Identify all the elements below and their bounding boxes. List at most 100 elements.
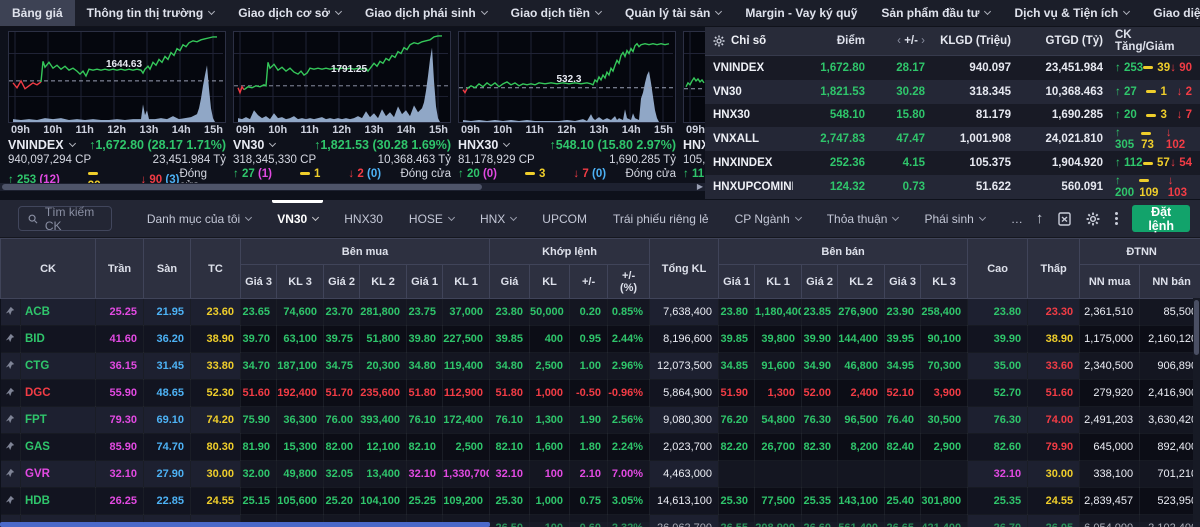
market-tab[interactable]: Danh mục của tôi bbox=[134, 200, 264, 238]
board-horizontal-scrollbar[interactable] bbox=[0, 522, 1200, 527]
excel-export-icon[interactable] bbox=[1058, 211, 1072, 226]
nav-item[interactable]: Giao dịch phái sinh bbox=[353, 0, 499, 26]
ceiling-price: 36.15 bbox=[95, 352, 145, 380]
board-vertical-scrollbar[interactable] bbox=[1193, 298, 1200, 527]
charts-horizontal-scrollbar[interactable]: ▶ bbox=[0, 183, 705, 191]
nav-item[interactable]: Bảng giá bbox=[0, 0, 75, 26]
stock-row[interactable]: BID 41.60 36.20 38.90 39.70 63,100 39.75… bbox=[0, 325, 1200, 353]
volume-area bbox=[13, 65, 215, 122]
match-price: 26.50 bbox=[489, 514, 531, 527]
market-tab[interactable]: Phái sinh bbox=[911, 200, 997, 238]
market-tab[interactable]: HNX30 bbox=[344, 211, 383, 226]
match-volume: 1,000 bbox=[529, 379, 571, 407]
high-price: 82.60 bbox=[967, 433, 1029, 461]
index-name[interactable]: HNXI bbox=[683, 138, 705, 152]
pin-icon[interactable] bbox=[0, 406, 21, 434]
bid3-volume: 105,600 bbox=[276, 487, 325, 515]
stock-row[interactable]: GAS 85.90 74.70 80.30 81.90 15,300 82.00… bbox=[0, 433, 1200, 461]
nav-item[interactable]: Dịch vụ & Tiện ích bbox=[1002, 0, 1141, 26]
market-tab[interactable]: HNX bbox=[467, 200, 529, 238]
stock-row[interactable]: DGC 55.90 48.65 52.30 51.60 192,400 51.7… bbox=[0, 379, 1200, 407]
kebab-menu-icon[interactable] bbox=[1115, 212, 1119, 225]
unchanged: 3 bbox=[525, 168, 545, 180]
ticker: FPT bbox=[20, 406, 97, 434]
reference-value-label: 1791.25 bbox=[331, 64, 368, 75]
total-volume: 2,023,700 bbox=[649, 433, 720, 461]
market-tab[interactable]: HOSE bbox=[396, 200, 467, 238]
nav-item[interactable]: Sản phẩm đầu tư bbox=[869, 0, 1002, 26]
index-name[interactable]: VN30 bbox=[233, 138, 265, 152]
pin-icon[interactable] bbox=[0, 352, 21, 380]
nav-item[interactable]: Giao dịch cơ sở bbox=[226, 0, 353, 26]
place-order-button[interactable]: Đặt lệnh bbox=[1132, 205, 1190, 233]
match-volume: 100 bbox=[529, 514, 571, 527]
market-tab[interactable]: Trái phiếu riêng lẻ bbox=[612, 211, 709, 226]
ask2-volume: 143,100 bbox=[837, 487, 886, 515]
low-price: 79.90 bbox=[1027, 433, 1081, 461]
change-percent: 2.24% bbox=[607, 433, 651, 461]
market-tab[interactable]: UPCOM bbox=[542, 211, 587, 226]
floor-price: 69.10 bbox=[143, 406, 192, 434]
index-gtgd: 560.091 bbox=[1061, 180, 1103, 193]
nav-item[interactable]: Giao diện của tôi bbox=[1141, 0, 1200, 26]
index-row[interactable]: VNINDEX 1,672.80 28.17 940.097 23,451.98… bbox=[705, 56, 1200, 80]
change: 2.10 bbox=[569, 460, 609, 488]
index-row[interactable]: VN30 1,821.53 30.28 318.345 10,368.463 ↑… bbox=[705, 79, 1200, 104]
total-volume: 14,613,100 bbox=[649, 487, 720, 515]
nav-item[interactable]: Quản lý tài sản bbox=[613, 0, 733, 26]
nav-item[interactable]: Margin - Vay ký quỹ bbox=[733, 0, 869, 26]
market-tab[interactable]: CP Ngành bbox=[722, 200, 814, 238]
chevron-down-icon[interactable] bbox=[503, 139, 511, 148]
market-tab[interactable]: VN30 bbox=[264, 199, 331, 238]
nav-item-label: Sản phẩm đầu tư bbox=[881, 6, 980, 20]
bid2-volume: 281,800 bbox=[359, 298, 408, 326]
gear-icon[interactable] bbox=[713, 35, 725, 47]
advancers: ↑ 27 bbox=[233, 168, 255, 180]
pin-icon[interactable] bbox=[0, 298, 21, 326]
pin-icon[interactable] bbox=[0, 433, 21, 461]
ask3-price: 76.40 bbox=[884, 406, 922, 434]
market-tabs: Danh mục của tôi VN30 HNX30 HOSE bbox=[134, 199, 1036, 238]
advancers-ceiling: (0) bbox=[482, 168, 498, 180]
decliners: ↓ 2 bbox=[348, 168, 364, 180]
change-percent: 2.96% bbox=[607, 352, 651, 380]
stock-row[interactable]: CTG 36.15 31.45 33.80 34.70 187,100 34.7… bbox=[0, 352, 1200, 380]
scroll-right-arrow[interactable]: ▶ bbox=[696, 182, 703, 191]
nav-item-label: Dịch vụ & Tiện ích bbox=[1014, 6, 1119, 20]
scrollbar-thumb[interactable] bbox=[1194, 300, 1199, 355]
index-point: 1,821.53 bbox=[820, 85, 865, 98]
index-gtgd: 10,368.463 bbox=[1045, 85, 1103, 98]
chevron-down-icon[interactable] bbox=[269, 139, 277, 148]
search-input[interactable]: Tìm kiếm CK bbox=[18, 205, 112, 233]
index-row[interactable]: HNXINDEX 252.36 4.15 105.375 1,904.920 ↑… bbox=[705, 151, 1200, 175]
bid1-price: 25.25 bbox=[406, 487, 444, 515]
collapse-up-icon[interactable]: ↑ bbox=[1035, 210, 1044, 227]
stock-row[interactable]: FPT 79.30 69.10 74.20 75.90 36,300 76.00… bbox=[0, 406, 1200, 434]
chevron-down-icon[interactable] bbox=[68, 139, 76, 148]
scrollbar-thumb[interactable] bbox=[0, 522, 490, 527]
index-klgd: 51.622 bbox=[975, 180, 1011, 193]
stock-row[interactable]: HDB 26.25 22.85 24.55 25.15 105,600 25.2… bbox=[0, 487, 1200, 515]
pin-icon[interactable] bbox=[0, 325, 21, 353]
pin-icon[interactable] bbox=[0, 379, 21, 407]
index-row[interactable]: HNXUPCOMINDEX 124.32 0.73 51.622 560.091… bbox=[705, 175, 1200, 199]
index-name[interactable]: VNINDEX bbox=[8, 138, 64, 152]
nav-item-label: Giao diện của tôi bbox=[1153, 6, 1200, 20]
index-row[interactable]: VNXALL 2,747.83 47.47 1,001.908 24,021.8… bbox=[705, 127, 1200, 151]
low-price: 24.55 bbox=[1027, 487, 1081, 515]
market-tab[interactable]: Thỏa thuận bbox=[814, 200, 912, 238]
gear-icon[interactable] bbox=[1086, 212, 1100, 226]
stock-row[interactable]: GVR 32.10 27.90 30.00 32.00 49,800 32.05… bbox=[0, 460, 1200, 488]
ask3-volume: 30,500 bbox=[920, 406, 969, 434]
stock-row[interactable]: ACB 25.25 21.95 23.60 23.65 74,600 23.70… bbox=[0, 298, 1200, 326]
index-row[interactable]: HNX30 548.10 15.80 81.179 1,690.285 ↑ 20… bbox=[705, 103, 1200, 128]
market-tab[interactable]: … bbox=[1010, 211, 1023, 226]
match-volume: 1,000 bbox=[529, 487, 571, 515]
high-price: 76.30 bbox=[967, 406, 1029, 434]
nav-item[interactable]: Giao dịch tiền bbox=[499, 0, 613, 26]
pin-icon[interactable] bbox=[0, 460, 21, 488]
scrollbar-thumb[interactable] bbox=[2, 184, 482, 190]
index-name[interactable]: HNX30 bbox=[458, 138, 499, 152]
nav-item[interactable]: Thông tin thị trường bbox=[75, 0, 227, 26]
pin-icon[interactable] bbox=[0, 487, 21, 515]
